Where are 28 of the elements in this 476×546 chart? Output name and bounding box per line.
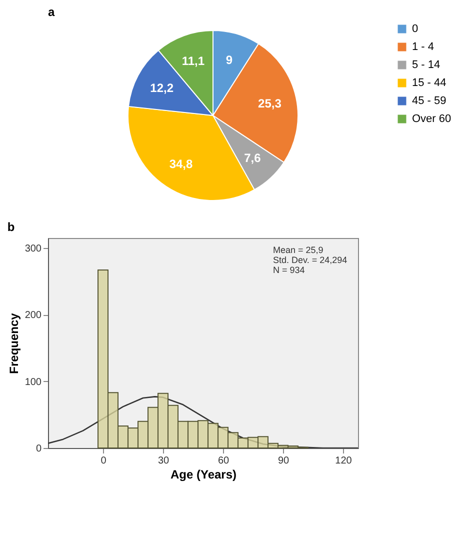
- y-tick-label: 0: [36, 444, 42, 454]
- legend-label: 45 - 59: [412, 95, 446, 107]
- x-tick-label: 30: [158, 456, 170, 466]
- data-label: 7,6: [244, 151, 262, 166]
- y-tick-label: 200: [24, 310, 42, 322]
- y-tick-label: 300: [24, 244, 42, 254]
- chart-title: a: [48, 5, 55, 19]
- x-tick-label: 0: [100, 456, 107, 466]
- legend-label: 5 - 14: [412, 59, 440, 71]
- x-tick-label: 90: [278, 456, 290, 466]
- data-label: 34,8: [169, 156, 194, 171]
- y-axis-title: Frequency: [6, 312, 21, 374]
- legend-label: 0: [412, 23, 418, 35]
- data-label: 11,1: [182, 54, 205, 68]
- x-tick-label: 120: [335, 456, 352, 466]
- annotation: N = 934: [273, 265, 305, 275]
- legend-label: Over 60: [412, 113, 452, 125]
- data-label: 25,3: [258, 96, 282, 110]
- legend-label: 1 - 4: [412, 41, 434, 53]
- data-label: 12,2: [150, 81, 174, 96]
- x-axis-title: Age (Years): [170, 468, 237, 482]
- legend-label: 15 - 44: [412, 77, 446, 89]
- y-tick-label: 100: [24, 376, 42, 388]
- annotation: Mean = 25,9: [273, 245, 324, 255]
- annotation: Std. Dev. = 24,294: [273, 255, 348, 265]
- x-tick-label: 60: [218, 456, 230, 466]
- chart-title: b: [7, 220, 15, 234]
- data-label: 9: [226, 52, 233, 67]
